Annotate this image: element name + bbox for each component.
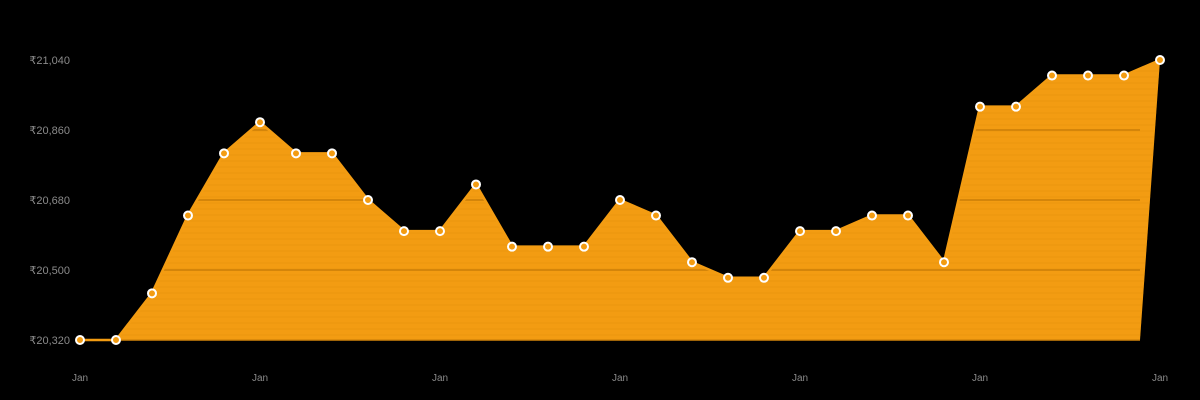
x-tick-label: Jan xyxy=(432,373,448,384)
data-point-marker[interactable] xyxy=(1083,70,1093,81)
x-tick-label: Jan xyxy=(72,373,88,384)
data-point-marker[interactable] xyxy=(291,148,301,159)
data-point-marker[interactable] xyxy=(903,210,913,221)
data-point-marker[interactable] xyxy=(975,101,985,112)
y-tick-label: ₹20,500 xyxy=(29,265,70,277)
data-point-marker[interactable] xyxy=(651,210,661,221)
data-point-marker[interactable] xyxy=(111,335,121,345)
data-point-marker[interactable] xyxy=(327,148,337,159)
data-point-marker[interactable] xyxy=(867,210,877,221)
data-point-marker[interactable] xyxy=(147,288,157,299)
x-axis: Jan Jan Jan Jan Jan Jan Jan xyxy=(72,373,1168,384)
data-point-marker[interactable] xyxy=(1119,70,1129,81)
x-tick-label: Jan xyxy=(792,373,808,384)
data-point-marker[interactable] xyxy=(1047,70,1057,81)
data-point-marker[interactable] xyxy=(723,272,733,283)
y-axis: ₹20,320 ₹20,500 ₹20,680 ₹20,860 ₹21,040 xyxy=(29,55,70,347)
y-tick-label: ₹20,680 xyxy=(29,195,70,207)
x-tick-label: Jan xyxy=(612,373,628,384)
data-point-marker[interactable] xyxy=(795,226,805,237)
data-point-marker[interactable] xyxy=(435,226,445,237)
data-point-marker[interactable] xyxy=(363,195,373,205)
data-point-marker[interactable] xyxy=(75,335,85,345)
data-point-marker[interactable] xyxy=(579,241,589,252)
data-point-marker[interactable] xyxy=(939,257,949,268)
x-tick-label: Jan xyxy=(972,373,988,384)
y-tick-label: ₹20,860 xyxy=(29,125,70,137)
x-tick-label: Jan xyxy=(252,373,268,384)
data-point-marker[interactable] xyxy=(759,272,769,283)
data-point-marker[interactable] xyxy=(507,241,517,252)
data-point-marker[interactable] xyxy=(615,195,625,205)
data-markers xyxy=(75,55,1165,345)
data-point-marker[interactable] xyxy=(1155,55,1165,65)
data-point-marker[interactable] xyxy=(543,241,553,252)
y-tick-label: ₹21,040 xyxy=(29,55,70,67)
data-point-marker[interactable] xyxy=(399,226,409,237)
data-point-marker[interactable] xyxy=(255,117,265,128)
data-point-marker[interactable] xyxy=(831,226,841,237)
data-point-marker[interactable] xyxy=(219,148,229,159)
x-tick-label: Jan xyxy=(1152,373,1168,384)
y-tick-label: ₹20,320 xyxy=(29,335,70,347)
data-point-marker[interactable] xyxy=(1011,101,1021,112)
data-point-marker[interactable] xyxy=(471,179,481,190)
data-point-marker[interactable] xyxy=(687,257,697,268)
data-point-marker[interactable] xyxy=(183,210,193,221)
